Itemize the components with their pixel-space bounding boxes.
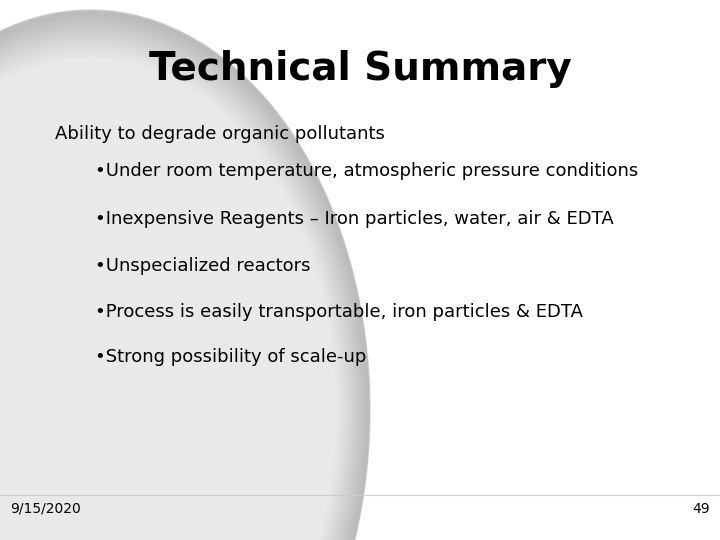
Ellipse shape — [0, 16, 366, 540]
Text: •Strong possibility of scale-up: •Strong possibility of scale-up — [95, 348, 366, 366]
Ellipse shape — [0, 32, 355, 540]
Ellipse shape — [0, 25, 359, 540]
Ellipse shape — [0, 22, 361, 540]
Ellipse shape — [0, 52, 341, 540]
Ellipse shape — [0, 31, 355, 540]
Ellipse shape — [0, 42, 348, 540]
Ellipse shape — [0, 15, 366, 540]
Ellipse shape — [0, 38, 351, 540]
Ellipse shape — [0, 62, 333, 540]
Ellipse shape — [0, 28, 357, 540]
Ellipse shape — [0, 29, 356, 540]
Ellipse shape — [0, 45, 346, 540]
Ellipse shape — [0, 26, 359, 540]
Ellipse shape — [0, 54, 339, 540]
Ellipse shape — [0, 60, 335, 540]
Ellipse shape — [0, 51, 341, 540]
Ellipse shape — [0, 36, 352, 540]
Ellipse shape — [0, 27, 358, 540]
Ellipse shape — [0, 44, 346, 540]
Ellipse shape — [0, 14, 367, 540]
Ellipse shape — [0, 24, 360, 540]
Ellipse shape — [0, 30, 356, 540]
Ellipse shape — [0, 56, 338, 540]
Ellipse shape — [0, 41, 348, 540]
Ellipse shape — [0, 43, 347, 540]
Ellipse shape — [0, 13, 368, 540]
Text: •Unspecialized reactors: •Unspecialized reactors — [95, 257, 310, 275]
Ellipse shape — [0, 58, 336, 540]
Ellipse shape — [0, 17, 365, 540]
Text: •Inexpensive Reagents – Iron particles, water, air & EDTA: •Inexpensive Reagents – Iron particles, … — [95, 210, 613, 228]
Ellipse shape — [0, 61, 334, 540]
Text: 9/15/2020: 9/15/2020 — [10, 502, 81, 516]
Ellipse shape — [0, 37, 351, 540]
Ellipse shape — [0, 35, 353, 540]
Ellipse shape — [0, 11, 369, 540]
Ellipse shape — [0, 59, 336, 540]
Ellipse shape — [0, 64, 332, 540]
Ellipse shape — [0, 33, 354, 540]
Ellipse shape — [0, 12, 369, 540]
Ellipse shape — [0, 21, 362, 540]
Ellipse shape — [0, 18, 364, 540]
Ellipse shape — [0, 39, 350, 540]
Ellipse shape — [0, 19, 364, 540]
Ellipse shape — [0, 20, 363, 540]
Ellipse shape — [0, 57, 337, 540]
Text: Technical Summary: Technical Summary — [148, 50, 572, 88]
Text: Ability to degrade organic pollutants: Ability to degrade organic pollutants — [55, 125, 385, 143]
Text: 49: 49 — [693, 502, 710, 516]
Text: •Process is easily transportable, iron particles & EDTA: •Process is easily transportable, iron p… — [95, 303, 583, 321]
Ellipse shape — [0, 23, 361, 540]
Ellipse shape — [0, 46, 345, 540]
Ellipse shape — [0, 53, 340, 540]
Ellipse shape — [0, 34, 354, 540]
Ellipse shape — [0, 63, 333, 540]
Ellipse shape — [0, 47, 344, 540]
Ellipse shape — [0, 48, 343, 540]
Ellipse shape — [0, 10, 370, 540]
Text: •Under room temperature, atmospheric pressure conditions: •Under room temperature, atmospheric pre… — [95, 162, 638, 180]
Ellipse shape — [0, 49, 343, 540]
Ellipse shape — [0, 40, 349, 540]
Ellipse shape — [0, 55, 338, 540]
Ellipse shape — [0, 50, 342, 540]
